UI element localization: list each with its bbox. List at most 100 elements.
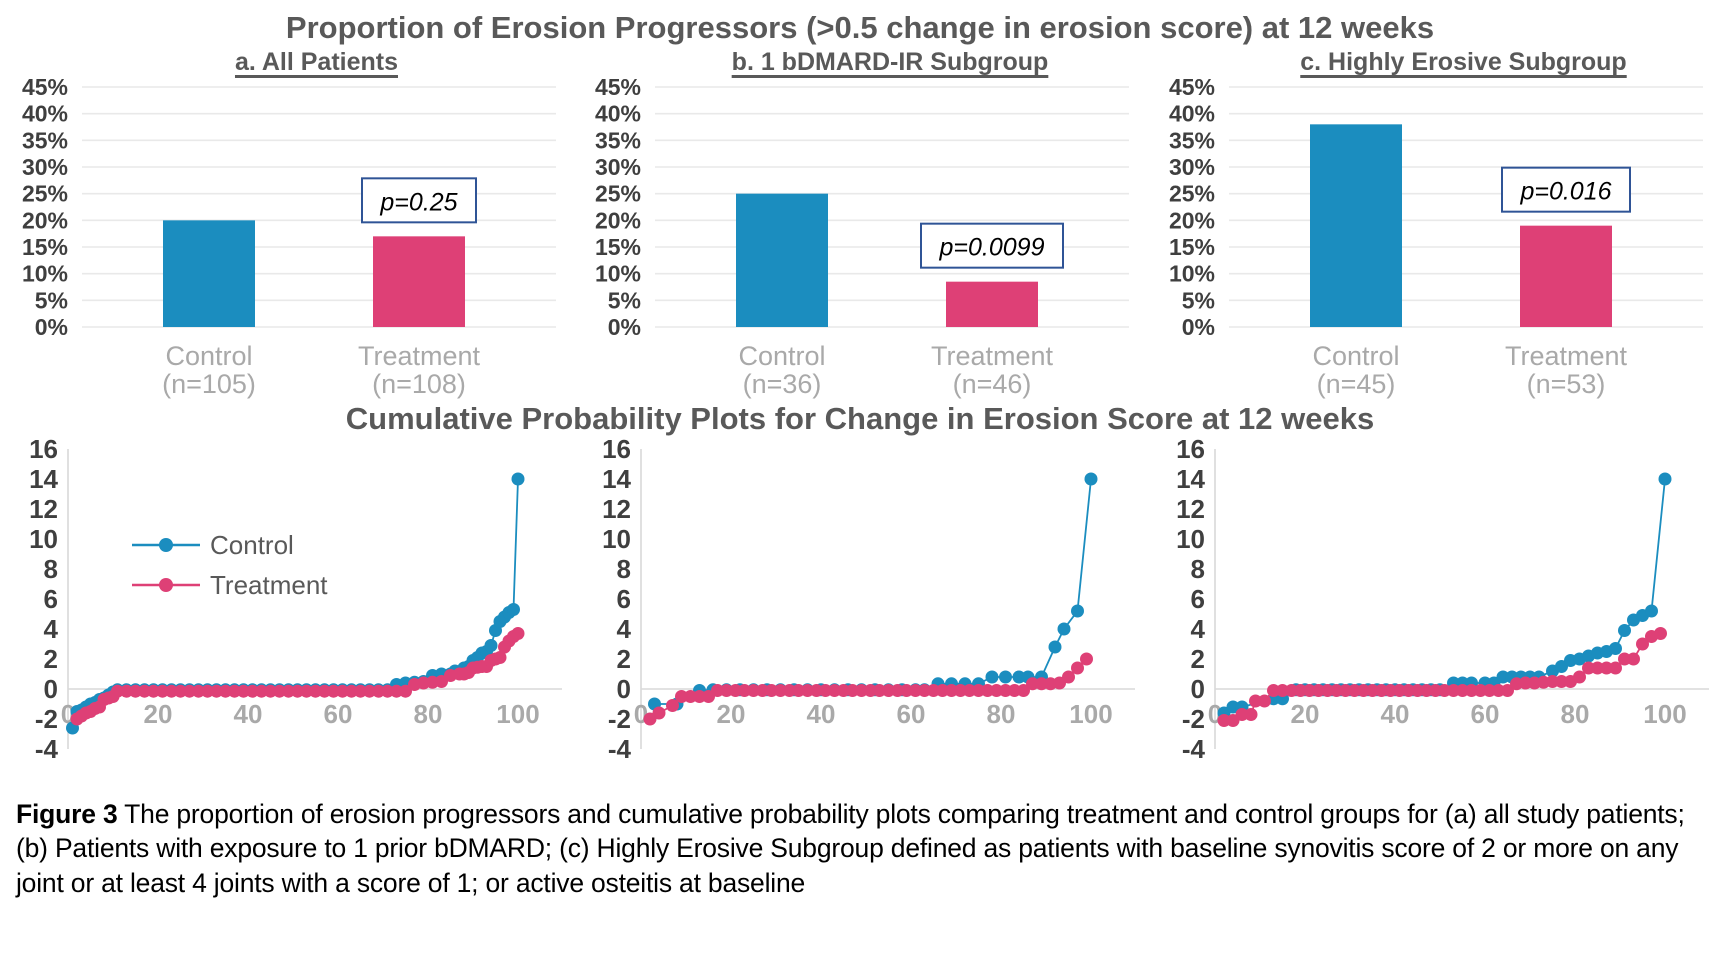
y-axis-tick-label: 2 <box>43 644 57 674</box>
legend: Control Treatment <box>131 530 328 600</box>
data-point-marker <box>308 684 322 698</box>
y-axis-tick-label: 15% <box>595 234 641 260</box>
data-point-marker <box>828 684 841 697</box>
data-point-marker <box>990 684 1003 697</box>
sample-size-label: (n=45) <box>1316 369 1395 399</box>
data-point-marker <box>506 603 520 616</box>
data-point-marker <box>1320 684 1334 697</box>
legend-label: Treatment <box>210 570 328 600</box>
data-point-marker <box>1617 652 1631 666</box>
y-axis-tick-label: 20% <box>21 207 67 233</box>
series-line-control <box>1223 478 1666 714</box>
p-value-label: p=0.0099 <box>939 234 1045 262</box>
panel-title-all-patients: a. All Patients <box>234 48 398 76</box>
y-axis-tick-label: 10 <box>1176 524 1205 554</box>
data-point-marker <box>1554 675 1568 688</box>
data-point-marker <box>1428 684 1442 697</box>
data-point-marker <box>1226 700 1239 714</box>
data-point-marker <box>810 684 823 697</box>
x-axis-tick-label: 20 <box>143 699 172 729</box>
data-point-marker <box>1293 684 1307 697</box>
figure-middle-title: Cumulative Probability Plots for Change … <box>345 401 1375 436</box>
data-point-marker <box>954 684 967 697</box>
x-axis-tick-label: 40 <box>233 699 262 729</box>
panel-bar-highly-erosive: c. Highly Erosive Subgroup 0% 5% 10% 15% 20%… <box>1147 48 1720 399</box>
data-point-marker <box>1653 627 1667 640</box>
data-point-marker <box>765 684 778 697</box>
data-point-marker <box>1658 472 1671 486</box>
sample-size-label: (n=53) <box>1526 369 1605 399</box>
data-point-marker <box>1644 604 1658 618</box>
data-point-marker <box>1590 661 1604 675</box>
data-point-marker <box>711 684 724 697</box>
y-axis-tick-label: -4 <box>1181 734 1205 764</box>
y-axis-tick-label: 40% <box>1168 101 1214 127</box>
data-point-marker <box>1518 676 1532 690</box>
data-point-marker <box>110 684 124 698</box>
data-point-marker <box>846 684 859 697</box>
panel-bar-bdmard-subgroup: b. 1 bDMARD-IR Subgroup 0% 5% 10% 15% 20% 25%… <box>574 48 1147 399</box>
data-point-marker <box>191 684 205 698</box>
series-points-treatment <box>643 652 1093 726</box>
data-point-marker <box>774 684 787 697</box>
p-value-box <box>1500 166 1631 213</box>
y-axis-tick-label: 16 <box>1176 437 1205 464</box>
y-axis-tick-label: 0 <box>617 674 631 704</box>
panel-cum-bdmard-subgroup: 16 14 12 10 8 6 4 2 0 -2 -4 0 20 40 60 80 100 <box>574 437 1147 785</box>
data-point-marker <box>675 690 688 703</box>
y-axis-tick-label: 40% <box>595 101 641 127</box>
data-point-marker <box>936 684 949 697</box>
data-point-marker <box>380 684 394 698</box>
data-point-marker <box>1599 661 1613 675</box>
data-point-marker <box>1329 684 1343 697</box>
data-point-marker <box>1455 684 1469 697</box>
data-point-marker <box>684 690 697 703</box>
data-point-marker <box>945 684 958 697</box>
data-point-marker <box>1057 622 1071 636</box>
p-value-label: p=0.25 <box>379 188 457 216</box>
data-point-marker <box>1356 684 1370 697</box>
x-axis-tick-label: 80 <box>413 699 442 729</box>
y-axis-tick-label: 10 <box>602 524 631 554</box>
y-axis-tick-label: 6 <box>43 584 57 614</box>
y-axis-tick-label: 14 <box>1176 464 1205 494</box>
data-point-marker <box>1635 637 1649 651</box>
data-point-marker <box>909 684 922 697</box>
y-axis-tick-label: 20% <box>595 207 641 233</box>
data-point-marker <box>1496 670 1509 684</box>
y-axis-tick-label: 30% <box>1168 154 1214 180</box>
x-axis-tick-label: 60 <box>323 699 352 729</box>
x-axis-tick-label: 40 <box>807 699 836 729</box>
data-point-marker <box>281 684 295 698</box>
data-point-marker <box>756 684 769 697</box>
series-line-control <box>654 478 1092 705</box>
data-point-marker <box>693 690 706 703</box>
x-axis-tick-label: 20 <box>1290 699 1319 729</box>
data-point-marker <box>783 684 796 697</box>
p-value-box <box>360 177 477 224</box>
y-axis-tick-label: 6 <box>617 584 631 614</box>
sample-size-label: (n=36) <box>743 369 822 399</box>
data-point-marker <box>1572 670 1586 684</box>
data-point-marker <box>652 706 666 720</box>
data-point-marker <box>119 684 133 698</box>
p-value-label: p=0.016 <box>1519 178 1611 206</box>
x-axis-tick-label: 40 <box>1380 699 1409 729</box>
data-point-marker <box>1266 684 1280 697</box>
sample-size-label: (n=108) <box>372 369 466 399</box>
y-axis-tick-label: 4 <box>617 614 632 644</box>
data-point-marker <box>1419 684 1433 697</box>
series-points-control <box>648 472 1098 711</box>
y-axis-tick-label: 0 <box>1190 674 1204 704</box>
category-label: Control <box>165 341 252 371</box>
data-point-marker <box>819 684 832 697</box>
series-points-treatment <box>70 627 524 726</box>
y-axis-tick-label: 25% <box>1168 181 1214 207</box>
y-axis-tick-label: 10% <box>595 261 641 287</box>
data-point-marker <box>164 684 178 698</box>
data-point-marker <box>1608 642 1622 655</box>
category-label: Control <box>738 341 825 371</box>
data-point-marker <box>1392 684 1406 697</box>
data-point-marker <box>1071 604 1084 618</box>
